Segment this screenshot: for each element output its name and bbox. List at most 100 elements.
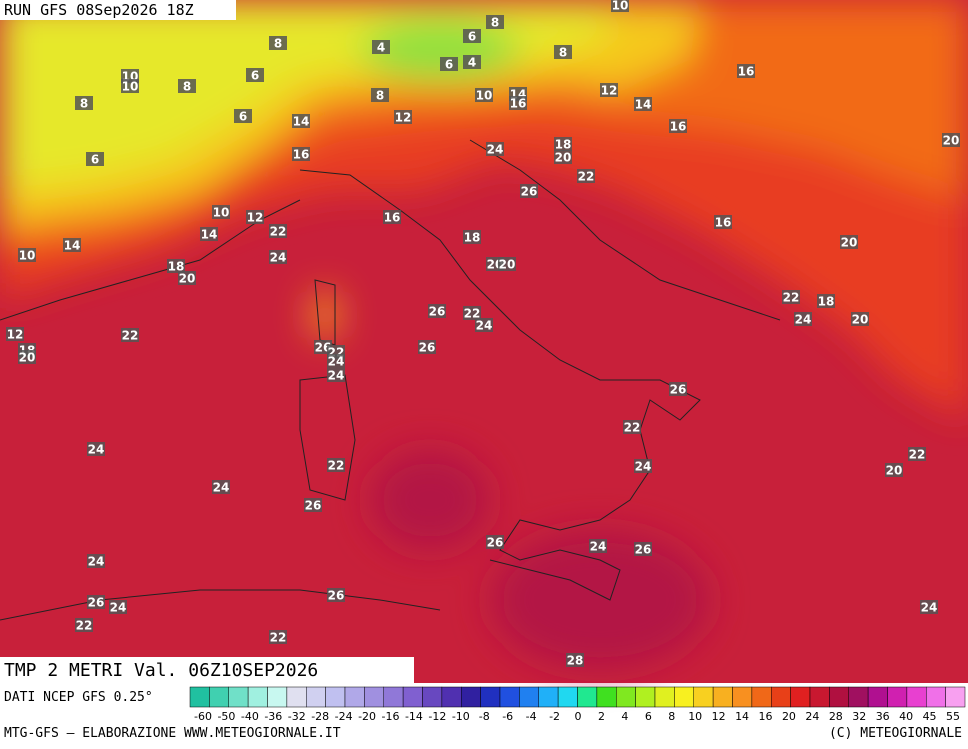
contour-label: 10 [612, 0, 629, 13]
contour-label: 22 [270, 631, 287, 645]
colorbar-cell [325, 686, 346, 708]
contour-label: 20 [943, 134, 960, 148]
colorbar-label: -14 [405, 710, 423, 723]
contour-label: 14 [64, 239, 81, 253]
label-box [463, 55, 481, 69]
colorbar-label: 40 [899, 710, 913, 723]
label-box [6, 327, 24, 341]
contour-label: 16 [510, 97, 527, 111]
colorbar-label: -28 [311, 710, 329, 723]
label-box [634, 97, 652, 111]
label-box [418, 340, 436, 354]
colorbar-label: 16 [759, 710, 773, 723]
colorbar-label: -4 [526, 710, 537, 723]
label-box [486, 142, 504, 156]
contour-label: 10 [213, 206, 230, 220]
contour-label: 8 [274, 37, 282, 51]
label-box [269, 630, 287, 644]
contour-label: 12 [395, 111, 412, 125]
contour-label: 24 [328, 369, 345, 383]
colorbar-cell [267, 686, 288, 708]
contour-label: 26 [487, 536, 504, 550]
map [0, 0, 968, 683]
colorbar-cell [906, 686, 927, 708]
label-box [178, 271, 196, 285]
colorbar-label: 45 [923, 710, 937, 723]
label-box [428, 304, 446, 318]
label-box [212, 480, 230, 494]
label-box [737, 64, 755, 78]
label-box [589, 539, 607, 553]
label-box [600, 83, 618, 97]
contour-label: 10 [476, 89, 493, 103]
colorbar-label: 6 [645, 710, 652, 723]
contour-label: 20 [179, 272, 196, 286]
colorbar-label: -6 [502, 710, 513, 723]
contour-label: 16 [384, 211, 401, 225]
colorbar-label: 10 [688, 710, 702, 723]
colorbar-cell [461, 686, 481, 708]
contour-label: 24 [110, 601, 127, 615]
label-box [669, 382, 687, 396]
title-box [0, 657, 414, 683]
contour-label: 26 [429, 305, 446, 319]
colorbar-cell [693, 686, 714, 708]
label-box [63, 238, 81, 252]
contour-label: 20 [886, 464, 903, 478]
colorbar-cell [945, 686, 966, 708]
contour-label: 22 [624, 421, 641, 435]
contour-label: 8 [559, 46, 567, 60]
colorbar-label: -36 [264, 710, 282, 723]
contour-label: 16 [738, 65, 755, 79]
label-box [371, 88, 389, 102]
colorbar-cell [867, 686, 888, 708]
label-box [18, 350, 36, 364]
contour-label: 16 [293, 148, 310, 162]
colorbar-cell [674, 686, 694, 708]
colorbar-label: -50 [217, 710, 235, 723]
label-box [885, 463, 903, 477]
label-box [327, 368, 345, 382]
label-box [566, 653, 584, 667]
colorbar-label: 0 [575, 710, 582, 723]
contour-label: 20 [499, 258, 516, 272]
label-box [486, 535, 504, 549]
colorbar-cell [189, 686, 210, 708]
label-box [121, 328, 139, 342]
contour-label: 10 [19, 249, 36, 263]
contour-label: 12 [7, 328, 24, 342]
map-title: TMP 2 METRI Val. 06Z10SEP2026 [4, 660, 318, 681]
label-box [327, 458, 345, 472]
label-box [623, 420, 641, 434]
colorbar-label: -40 [241, 710, 259, 723]
contour-label: 22 [783, 291, 800, 305]
contour-label: 22 [122, 329, 139, 343]
colorbar-label: -24 [335, 710, 353, 723]
label-box [714, 215, 732, 229]
label-box [669, 119, 687, 133]
colorbar-cell [209, 686, 229, 708]
label-box [292, 114, 310, 128]
contour-label: 10 [122, 80, 139, 94]
colorbar-cell [712, 686, 733, 708]
contour-label: 24 [921, 601, 938, 615]
colorbar-label: 4 [621, 710, 628, 723]
label-box [554, 137, 572, 151]
colorbar-cell [596, 686, 617, 708]
source-text: DATI NCEP GFS 0.25° [4, 690, 153, 705]
label-box [75, 96, 93, 110]
colorbar-cell [519, 686, 539, 708]
colorbar-label: 32 [852, 710, 866, 723]
colorbar-cell [306, 686, 326, 708]
label-box [851, 312, 869, 326]
colorbar-cell [887, 686, 908, 708]
contour-label: 24 [635, 460, 652, 474]
colorbar-label: -20 [358, 710, 376, 723]
label-box [509, 96, 527, 110]
label-box [840, 235, 858, 249]
contour-label: 26 [635, 543, 652, 557]
colorbar-cell [635, 686, 656, 708]
colorbar-label: -16 [382, 710, 400, 723]
colorbar-label: 36 [876, 710, 890, 723]
contour-label: 16 [670, 120, 687, 134]
